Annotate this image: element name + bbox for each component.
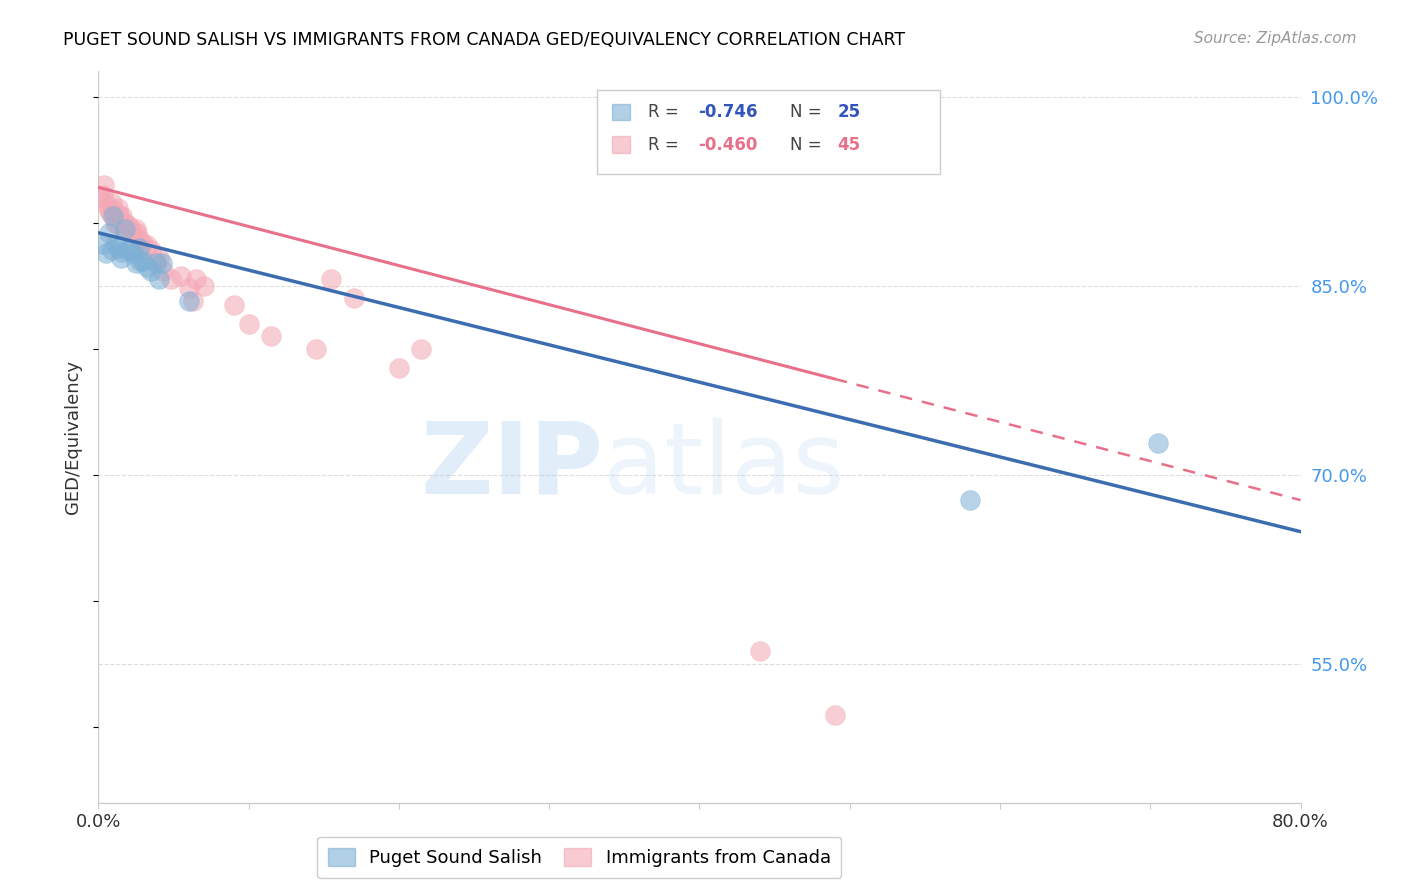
Point bbox=[91, 237, 114, 252]
Text: N =: N = bbox=[790, 103, 827, 120]
Point bbox=[111, 244, 134, 259]
Point bbox=[132, 253, 155, 268]
Point bbox=[177, 293, 200, 308]
Point bbox=[89, 190, 111, 204]
Point bbox=[101, 244, 124, 258]
Point bbox=[104, 216, 127, 230]
Point bbox=[94, 196, 117, 211]
Y-axis label: GED/Equivalency: GED/Equivalency bbox=[65, 360, 83, 514]
Point bbox=[101, 195, 124, 210]
Text: ZIP: ZIP bbox=[420, 417, 603, 515]
Point bbox=[135, 238, 157, 252]
Point bbox=[181, 293, 204, 308]
Point bbox=[824, 707, 846, 722]
Point bbox=[193, 278, 215, 293]
Point bbox=[129, 233, 152, 247]
Point bbox=[114, 222, 136, 236]
Bar bbox=[612, 136, 630, 153]
Point bbox=[124, 228, 146, 243]
Point bbox=[132, 237, 155, 252]
Point bbox=[112, 222, 135, 236]
Point bbox=[105, 237, 128, 252]
Point bbox=[97, 203, 120, 218]
Point bbox=[114, 216, 136, 230]
Point bbox=[110, 216, 132, 230]
Point bbox=[222, 298, 245, 312]
Point bbox=[94, 246, 117, 260]
Point bbox=[117, 244, 139, 258]
Point bbox=[127, 226, 149, 240]
FancyBboxPatch shape bbox=[598, 90, 939, 174]
Point bbox=[343, 291, 366, 305]
Point bbox=[100, 205, 122, 219]
Point bbox=[411, 342, 433, 356]
Point bbox=[129, 253, 152, 268]
Point bbox=[1146, 436, 1168, 450]
Point bbox=[959, 493, 981, 508]
Point bbox=[152, 263, 174, 277]
Text: R =: R = bbox=[648, 136, 683, 153]
Point bbox=[748, 644, 770, 658]
Text: atlas: atlas bbox=[603, 417, 845, 515]
Point bbox=[388, 360, 411, 375]
Text: -0.746: -0.746 bbox=[699, 103, 758, 120]
Point bbox=[184, 272, 207, 286]
Point bbox=[177, 281, 200, 295]
Point bbox=[118, 220, 141, 235]
Point bbox=[145, 253, 167, 268]
Point bbox=[139, 263, 162, 277]
Point bbox=[159, 272, 181, 286]
Point bbox=[135, 260, 157, 274]
Point bbox=[108, 208, 131, 222]
Point bbox=[128, 241, 150, 255]
Point bbox=[121, 244, 143, 258]
Point bbox=[107, 241, 129, 255]
Point bbox=[305, 342, 328, 356]
Bar bbox=[612, 103, 630, 120]
Point bbox=[125, 222, 148, 236]
Point bbox=[93, 178, 115, 192]
Text: Source: ZipAtlas.com: Source: ZipAtlas.com bbox=[1194, 31, 1357, 46]
Point bbox=[150, 256, 173, 270]
Point bbox=[170, 268, 193, 283]
Point bbox=[105, 216, 128, 230]
Point bbox=[125, 256, 148, 270]
Point bbox=[145, 256, 167, 270]
Point bbox=[97, 226, 120, 240]
Point bbox=[148, 251, 170, 265]
Point bbox=[124, 247, 146, 261]
Point bbox=[103, 203, 125, 218]
Point bbox=[91, 188, 114, 202]
Point bbox=[238, 317, 260, 331]
Point bbox=[117, 218, 139, 232]
Point bbox=[110, 251, 132, 265]
Point bbox=[107, 201, 129, 215]
Point bbox=[148, 272, 170, 286]
Text: R =: R = bbox=[648, 103, 683, 120]
Point bbox=[321, 272, 343, 286]
Point bbox=[260, 329, 283, 343]
Text: -0.460: -0.460 bbox=[699, 136, 758, 153]
Point bbox=[111, 210, 134, 224]
Point bbox=[103, 210, 125, 224]
Text: 45: 45 bbox=[838, 136, 860, 153]
Legend: Puget Sound Salish, Immigrants from Canada: Puget Sound Salish, Immigrants from Cana… bbox=[318, 837, 841, 878]
Point bbox=[139, 244, 162, 258]
Point bbox=[121, 225, 143, 239]
Text: PUGET SOUND SALISH VS IMMIGRANTS FROM CANADA GED/EQUIVALENCY CORRELATION CHART: PUGET SOUND SALISH VS IMMIGRANTS FROM CA… bbox=[63, 31, 905, 49]
Text: 25: 25 bbox=[838, 103, 860, 120]
Text: N =: N = bbox=[790, 136, 827, 153]
